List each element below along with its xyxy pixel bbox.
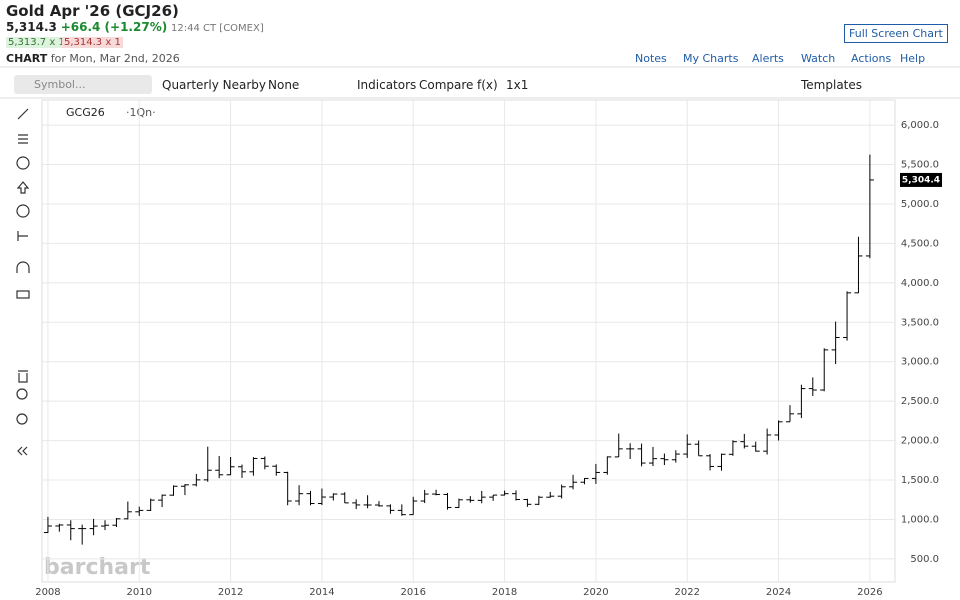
last-price-label: 5,304.4: [902, 175, 940, 185]
toolbar-item[interactable]: 1x1: [506, 78, 529, 92]
tool-icon[interactable]: [16, 413, 28, 425]
menu-item[interactable]: Notes: [635, 52, 667, 65]
full-screen-button[interactable]: Full Screen Chart: [844, 24, 948, 43]
toolbar-item[interactable]: Quarterly Nearby: [162, 78, 266, 92]
x-tick-label: 2008: [35, 587, 60, 598]
x-tick-label: 2018: [492, 587, 517, 598]
date: for Mon, Mar 2nd, 2026: [50, 52, 180, 65]
y-tick-label: 5,500.0: [901, 160, 939, 171]
menu-item[interactable]: Alerts: [752, 52, 784, 65]
y-tick-label: 500.0: [910, 554, 939, 565]
plot-area: [41, 99, 896, 583]
last-price-box: [900, 172, 942, 187]
tool-icon[interactable]: [18, 370, 28, 383]
x-tick-label: 2010: [127, 587, 152, 598]
x-tick-label: 2020: [583, 587, 608, 598]
menu-item[interactable]: Actions: [851, 52, 892, 65]
tool-icon[interactable]: [18, 134, 28, 144]
toolbar-item[interactable]: Compare: [419, 78, 474, 92]
x-tick-label: 2016: [401, 587, 426, 598]
bid: 5,313.7 x 1: [6, 37, 67, 48]
tool-icon[interactable]: [16, 181, 30, 194]
time: 12:44 CT [COMEX]: [171, 23, 264, 34]
chart-date: CHART for Mon, Mar 2nd, 2026: [6, 52, 180, 65]
legend-symbol: GCG26: [66, 106, 105, 119]
tool-icon[interactable]: [16, 156, 30, 170]
toolbar-item[interactable]: f(x): [477, 78, 498, 92]
tool-icon[interactable]: [16, 261, 30, 273]
last-price: 5,314.3: [6, 20, 57, 34]
y-tick-label: 2,000.0: [901, 436, 939, 447]
x-tick-label: 2012: [218, 587, 243, 598]
y-tick-label: 4,500.0: [901, 238, 939, 249]
legend-period: ·1Qn·: [126, 106, 156, 119]
ask: 5,314.3 x 1: [62, 37, 123, 48]
tool-icon[interactable]: [16, 290, 30, 299]
y-tick-label: 3,000.0: [901, 357, 939, 368]
tool-icon[interactable]: [17, 108, 29, 120]
left-tools: [16, 108, 30, 456]
symbol-search[interactable]: Symbol...: [14, 75, 152, 94]
tool-icon[interactable]: [16, 204, 30, 218]
toolbar-item[interactable]: None: [268, 78, 300, 92]
quote: 5,314.3 +66.4 (+1.27%) 12:44 CT [COMEX]: [6, 20, 264, 34]
y-tick-label: 1,000.0: [901, 514, 939, 525]
y-tick-label: 6,000.0: [901, 120, 939, 131]
y-tick-label: 5,000.0: [901, 199, 939, 210]
y-tick-label: 3,500.0: [901, 317, 939, 328]
toolbar-item[interactable]: Indicators: [357, 78, 417, 92]
x-tick-label: 2024: [766, 587, 791, 598]
tool-icon[interactable]: [17, 446, 28, 456]
tool-icon[interactable]: [16, 388, 28, 400]
y-tick-label: 2,500.0: [901, 396, 939, 407]
chart-label: CHART: [6, 52, 48, 65]
menu-item[interactable]: Help: [900, 52, 926, 65]
x-tick-label: 2014: [309, 587, 334, 598]
title: Gold Apr '26 (GCJ26): [6, 2, 179, 20]
change: +66.4 (+1.27%): [60, 20, 168, 34]
menu-item[interactable]: My Charts: [683, 52, 739, 65]
x-tick-label: 2022: [675, 587, 700, 598]
menu-item[interactable]: Watch: [801, 52, 836, 65]
tool-icon[interactable]: [17, 231, 28, 241]
templates[interactable]: Templates: [801, 78, 863, 92]
y-tick-label: 4,000.0: [901, 278, 939, 289]
x-tick-label: 2026: [857, 587, 882, 598]
y-tick-label: 1,500.0: [901, 475, 939, 486]
